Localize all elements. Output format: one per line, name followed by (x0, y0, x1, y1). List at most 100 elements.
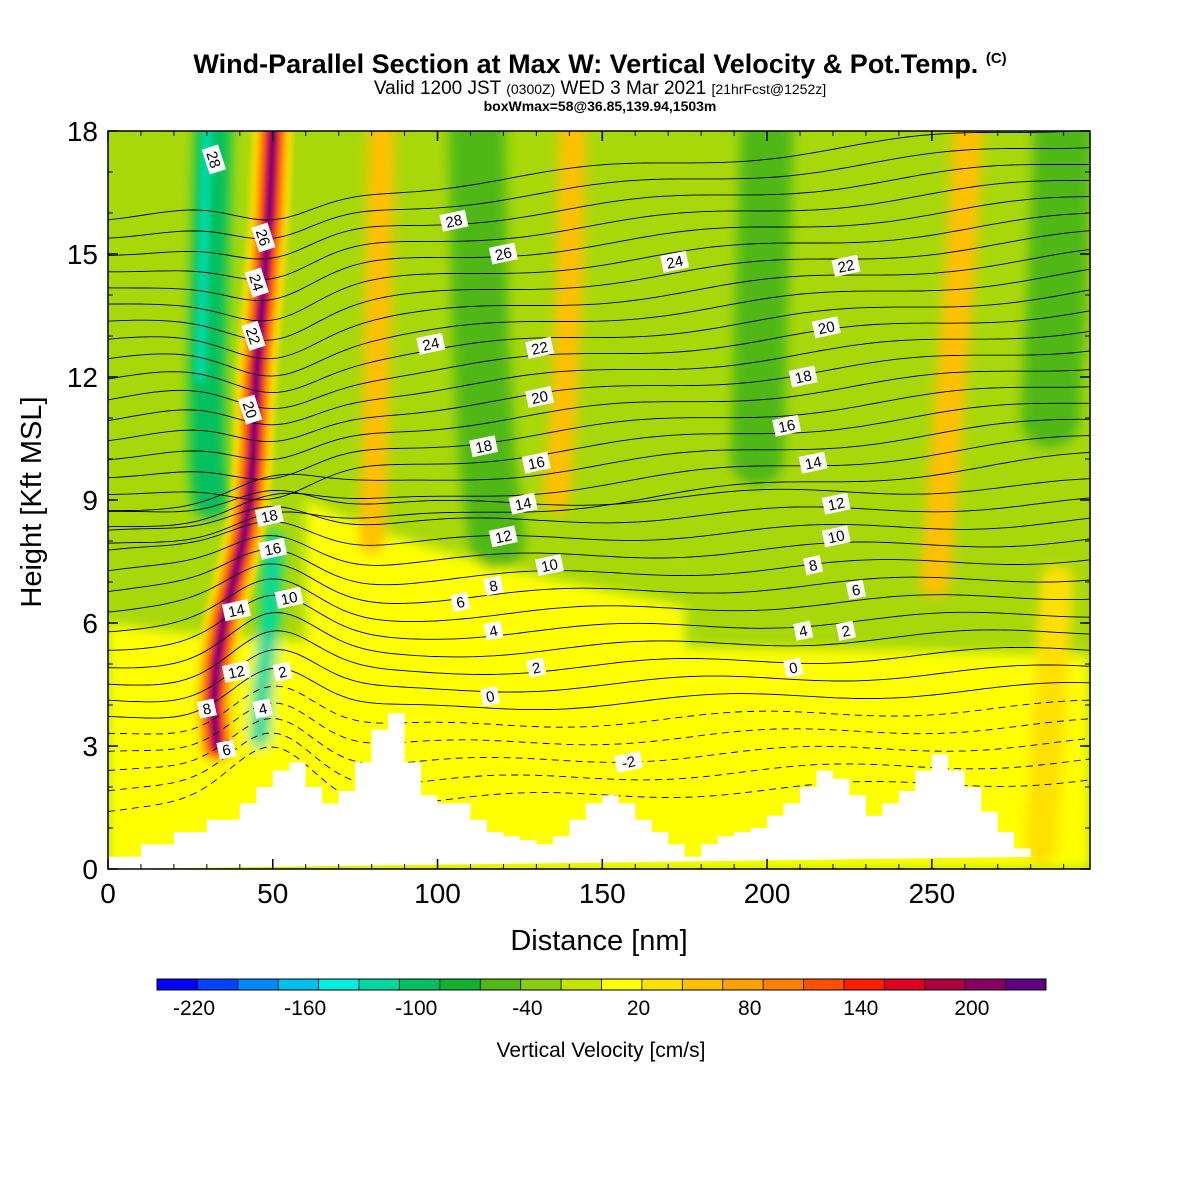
label-box (483, 575, 504, 596)
chart-subtitle: Valid 1200 JST (0300Z) WED 3 Mar 2021 [2… (373, 78, 827, 99)
label-box (258, 537, 288, 560)
label-box (439, 209, 469, 232)
colorbar-swatch (237, 979, 279, 990)
isentrope-3 (108, 718, 1090, 771)
colorbar-swatch (763, 979, 804, 990)
isentrope-label: 6 (216, 739, 237, 760)
isentrope-32 (108, 196, 1090, 302)
isentrope-label: 18 (788, 365, 818, 388)
colorbar-swatch (884, 979, 926, 990)
isentrope-label: 24 (660, 250, 690, 273)
label-text: 16 (777, 417, 797, 437)
label-box (783, 657, 804, 678)
label-box (831, 254, 861, 277)
isentrope-label: 0 (480, 686, 501, 706)
label-box (803, 555, 824, 576)
label-text: 24 (421, 335, 441, 355)
label-text: 2 (531, 659, 543, 677)
isentrope-label: 2 (526, 657, 547, 678)
label-text: 20 (530, 388, 550, 408)
isentrope-22 (108, 386, 1090, 480)
label-box (845, 579, 866, 600)
colorbar-swatch (278, 979, 320, 990)
colorbar-swatch (924, 979, 966, 990)
isentrope-21 (108, 402, 1090, 501)
label-text: 18 (260, 507, 280, 527)
label-box (274, 586, 304, 609)
isentrope-label: 22 (241, 320, 266, 351)
isentrope-label: 2 (835, 620, 857, 641)
colorbar-swatch (843, 979, 885, 990)
label-box (508, 492, 538, 515)
colorbar-swatch (601, 979, 643, 990)
colorbar-swatch (520, 979, 562, 990)
label-box (483, 620, 504, 641)
downdraft-band-4 (730, 131, 794, 486)
isentrope-29 (108, 248, 1090, 360)
label-text: 28 (444, 212, 464, 232)
isentrope-9 (108, 612, 1090, 669)
isentrope-31 (108, 212, 1090, 322)
isentrope-label: 16 (258, 537, 288, 560)
downdraft-core (194, 131, 213, 383)
isentrope-label: 22 (525, 336, 555, 359)
label-text: 18 (474, 437, 494, 457)
colorbar: -220 -160 -100 -40 20 80 140 200 (156, 978, 1047, 1020)
label-text: 6 (850, 582, 862, 600)
label-box (535, 554, 564, 577)
label-text: 20 (817, 318, 837, 338)
label-box (526, 657, 547, 678)
label-box (821, 525, 851, 548)
isentrope-label: 8 (196, 698, 217, 719)
colorbar-swatch (399, 979, 441, 990)
box-info: boxWmax=58@36.85,139.94,1503m (483, 98, 717, 114)
isentrope-label: 14 (508, 492, 538, 515)
isentrope-label: 4 (483, 620, 504, 641)
label-text: 22 (242, 326, 263, 347)
updraft-band-3 (920, 131, 983, 597)
label-box (835, 620, 857, 641)
label-text: 12 (494, 527, 514, 547)
label-box (521, 451, 551, 474)
label-text: 4 (488, 623, 500, 641)
utc-time: (0300Z) (506, 81, 556, 97)
isentrope-27 (108, 289, 1090, 394)
colorbar-tick-label: -100 (395, 997, 437, 1020)
colorbar-swatch (561, 979, 602, 990)
x-tick-label: 150 (579, 878, 626, 909)
isentrope-label: 12 (221, 660, 251, 683)
label-text: 6 (455, 594, 467, 612)
isentrope-label: 16 (521, 451, 551, 474)
isentrope-26 (108, 310, 1090, 410)
colorbar-swatch (803, 979, 845, 990)
isentrope-label: 6 (845, 579, 866, 600)
isentrope-30 (108, 230, 1090, 341)
label-box (221, 599, 251, 622)
label-box (811, 316, 841, 339)
isentrope-label: -2 (614, 750, 644, 773)
label-text: 22 (836, 257, 856, 277)
isentrope-34 (108, 163, 1090, 260)
title-block: Wind-Parallel Section at Max W: Vertical… (0, 44, 1200, 113)
label-box (821, 492, 851, 515)
isentrope-label: 0 (783, 657, 804, 678)
isentrope-label: 6 (450, 591, 471, 612)
label-box (660, 250, 690, 273)
isentrope-19 (108, 435, 1090, 528)
colorbar-label: Vertical Velocity [cm/s] (497, 1039, 706, 1062)
updraft-band-1 (358, 131, 395, 555)
label-box (272, 661, 293, 682)
label-text: 6 (221, 741, 233, 759)
label-box (221, 660, 251, 683)
colorbar-swatch (682, 979, 724, 990)
colorbar-tick-label: 140 (843, 997, 878, 1020)
label-box (244, 267, 269, 298)
isentrope-4 (108, 702, 1090, 752)
colorbar-swatch (965, 979, 1006, 990)
label-box (196, 698, 217, 719)
label-text: 10 (540, 556, 560, 576)
updraft-band-4 (1024, 565, 1074, 865)
mid-level-updraft-zone (305, 500, 685, 705)
